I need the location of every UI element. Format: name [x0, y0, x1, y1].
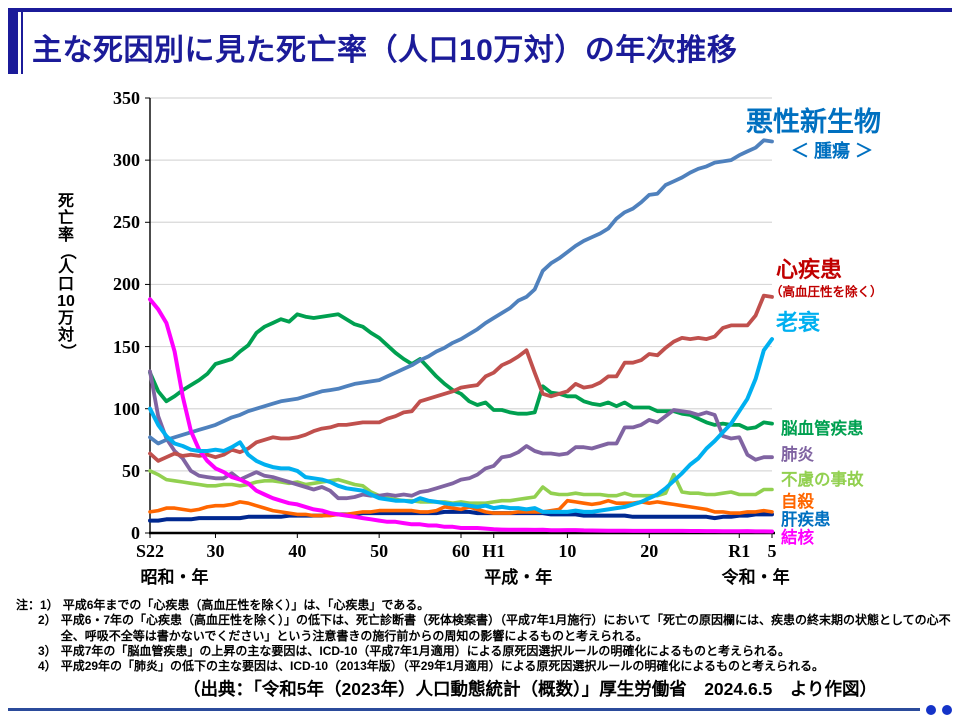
legend-cerebrovascular: 脳血管疾患: [781, 420, 864, 438]
footnote-text: 平成6年までの「心疾患（高血圧性を除く）」は、「心疾患」である。: [62, 598, 430, 612]
page-title: 主な死因別に見た死亡率（人口10万対）の年次推移: [32, 34, 738, 67]
legend-pneumonia: 肺炎: [781, 446, 814, 464]
title-accent-bar: [8, 8, 18, 74]
footer-dot: [926, 705, 936, 715]
top-rule: [8, 8, 952, 12]
y-tick-label: 0: [131, 523, 140, 543]
legend-tuberculosis: 結核: [781, 529, 814, 547]
x-tick-label: 40: [288, 541, 307, 561]
footnote-number: 3）: [38, 644, 57, 659]
footnote-number: 注：1）: [16, 598, 59, 612]
footnote-3: 3） 平成7年の「脳血管疾患」の上昇の主な要因は、ICD-10（平成7年1月適用…: [16, 644, 952, 659]
footnote-text: 平成29年の「肺炎」の低下の主な要因は、ICD-10（2013年版）（平29年1…: [60, 659, 825, 674]
x-tick-label: 50: [370, 541, 389, 561]
legend-heart-sub: （高血圧性を除く）: [770, 285, 883, 299]
footnote-1: 注：1） 平成6年までの「心疾患（高血圧性を除く）」は、「心疾患」である。: [16, 598, 952, 613]
x-tick-label: 10: [558, 541, 577, 561]
legend-heart: 心疾患: [776, 257, 843, 282]
y-tick-label: 100: [113, 398, 140, 419]
era-label: 平成・年: [484, 568, 553, 587]
x-tick-label: H1: [482, 541, 506, 561]
y-tick-label: 200: [113, 274, 140, 295]
x-tick-label: 5: [767, 541, 777, 561]
y-tick-label: 300: [113, 150, 140, 171]
x-tick-label: 20: [640, 541, 659, 561]
x-tick-label: 60: [452, 541, 470, 561]
y-tick-label: 50: [122, 460, 140, 481]
era-label: 令和・年: [721, 568, 790, 587]
y-axis-title: 死亡率（人口 10 万対）: [57, 193, 76, 360]
legend-accidents: 不慮の事故: [781, 471, 864, 489]
y-tick-label: 250: [113, 212, 140, 233]
legend-cancer-sub: ＜ 腫瘍 ＞: [790, 141, 873, 161]
footnote-2: 2） 平成6・7年の「心疾患（高血圧性を除く）」の低下は、死亡診断書（死体検案書…: [16, 613, 952, 644]
footer-dot: [942, 705, 952, 715]
footnotes: 注：1） 平成6年までの「心疾患（高血圧性を除く）」は、「心疾患」である。 2）…: [16, 598, 952, 675]
footnote-text: 平成6・7年の「心疾患（高血圧性を除く）」の低下は、死亡診断書（死体検案書）（平…: [60, 613, 951, 643]
x-tick-label: 30: [206, 541, 225, 561]
y-tick-label: 350: [113, 88, 140, 108]
era-label: 昭和・年: [140, 568, 209, 587]
legend-senility: 老衰: [776, 310, 821, 335]
footnote-4: 4） 平成29年の「肺炎」の低下の主な要因は、ICD-10（2013年版）（平2…: [16, 659, 952, 674]
title-accent-bar-thin: [21, 12, 23, 74]
footnote-text: 平成7年の「脳血管疾患」の上昇の主な要因は、ICD-10（平成7年1月適用）によ…: [60, 644, 791, 659]
legend-liver-disease: 肝疾患: [781, 511, 831, 529]
legend-cancer: 悪性新生物: [746, 107, 881, 137]
y-tick-label: 150: [113, 336, 140, 357]
source-caption: （出典：「令和5年（2023年）人口動態統計（概数）」厚生労働省 2024.6.…: [183, 679, 877, 699]
footnote-number: 4）: [38, 659, 57, 674]
legend-suicide: 自殺: [781, 493, 814, 511]
x-tick-label: S22: [135, 541, 164, 561]
bottom-rule: [8, 708, 920, 711]
footnote-number: 2）: [38, 613, 57, 628]
x-tick-label: R1: [728, 541, 751, 561]
